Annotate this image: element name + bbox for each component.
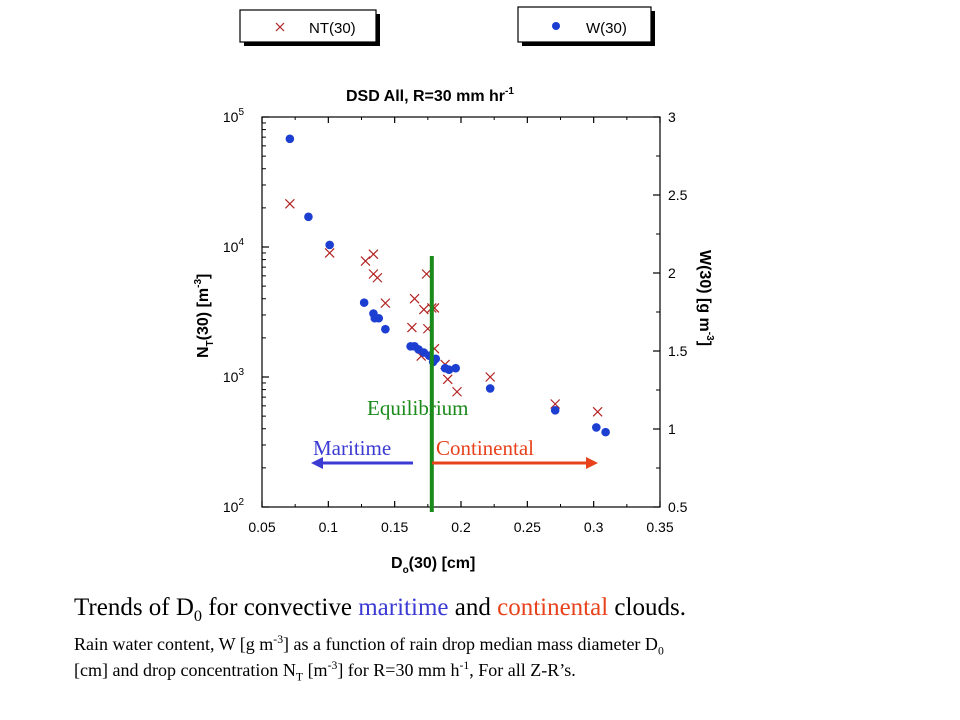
legend-nt-label: NT(30) bbox=[309, 20, 356, 37]
nt-point bbox=[452, 386, 462, 397]
legend-w: W(30) bbox=[517, 6, 655, 46]
y-left-tick-label: 102 bbox=[223, 497, 245, 515]
w-point bbox=[451, 363, 460, 373]
nt-point bbox=[368, 249, 379, 260]
y-left-tick-label: 104 bbox=[223, 237, 245, 255]
x-tick-label: 0.2 bbox=[451, 519, 471, 535]
y-axis-left: 102 103 104 105 bbox=[223, 107, 269, 515]
chart-title: DSD All, R=30 mm hr-1 bbox=[346, 86, 514, 105]
legend-w-label: W(30) bbox=[586, 20, 627, 37]
caption-title: Trends of D0 for convective maritime and… bbox=[74, 594, 686, 625]
w-point bbox=[444, 365, 454, 375]
nt-point bbox=[421, 269, 432, 279]
equilibrium-label: Equilibrium bbox=[367, 396, 469, 420]
w-point bbox=[359, 298, 369, 307]
nt-point bbox=[550, 399, 561, 409]
y-right-tick-label: 2 bbox=[668, 265, 676, 281]
nt-point bbox=[380, 298, 391, 309]
y-axis-right: 0.5 1 1.5 2 2.5 3 bbox=[653, 109, 688, 515]
y-left-tick-label: 105 bbox=[223, 107, 245, 125]
caption-line-1: Rain water content, W [g m-3] as a funct… bbox=[74, 633, 664, 658]
nt-point bbox=[418, 304, 429, 315]
x-tick-label: 0.15 bbox=[381, 519, 408, 535]
y-left-tick-label: 103 bbox=[223, 367, 245, 385]
w-point bbox=[285, 134, 295, 144]
caption-line-2: [cm] and drop concentration NT [m-3] for… bbox=[74, 659, 576, 684]
w-point bbox=[325, 240, 334, 250]
legend-w-marker bbox=[552, 22, 560, 30]
y-right-tick-label: 1 bbox=[668, 421, 676, 437]
w-point bbox=[550, 405, 560, 415]
series-nt bbox=[284, 198, 603, 417]
legend-nt: NT(30) bbox=[239, 9, 380, 46]
legend-nt-marker bbox=[275, 22, 285, 32]
x-axis-label: Do(30) [cm] bbox=[391, 555, 475, 576]
y-right-tick-label: 1.5 bbox=[668, 343, 688, 359]
x-tick-label: 0.05 bbox=[248, 519, 275, 535]
y-right-tick-label: 0.5 bbox=[668, 499, 688, 515]
maritime-arrow bbox=[311, 457, 413, 469]
y-axis-left-label: NT(30) [m-3] bbox=[193, 274, 216, 358]
maritime-label: Maritime bbox=[313, 436, 391, 460]
nt-point bbox=[592, 406, 603, 417]
series-w bbox=[285, 134, 610, 437]
w-point bbox=[601, 427, 610, 437]
x-axis: 0.05 0.1 0.15 0.2 0.25 0.3 0.35 bbox=[248, 117, 674, 535]
y-right-tick-label: 3 bbox=[668, 109, 676, 125]
continental-label: Continental bbox=[436, 436, 534, 460]
w-point bbox=[592, 423, 601, 432]
nt-point bbox=[284, 198, 295, 209]
x-tick-label: 0.35 bbox=[646, 519, 673, 535]
w-point bbox=[381, 324, 390, 334]
nt-point bbox=[409, 293, 420, 304]
nt-point bbox=[360, 256, 371, 266]
chart: NT(30) W(30) DSD All, R=30 mm hr-1 0.05 0… bbox=[193, 6, 715, 576]
w-point bbox=[374, 313, 384, 323]
nt-point bbox=[372, 272, 383, 283]
x-tick-label: 0.25 bbox=[514, 519, 541, 535]
nt-point bbox=[324, 248, 335, 258]
x-tick-label: 0.3 bbox=[584, 519, 604, 535]
w-point bbox=[304, 212, 313, 222]
w-point bbox=[485, 384, 495, 393]
y-right-tick-label: 2.5 bbox=[668, 187, 688, 203]
continental-arrow bbox=[432, 457, 598, 469]
nt-point bbox=[485, 372, 496, 382]
x-tick-label: 0.1 bbox=[319, 519, 339, 535]
nt-point bbox=[406, 322, 417, 333]
y-axis-right-label: W(30) [g m-3] bbox=[696, 250, 715, 346]
nt-point bbox=[442, 374, 453, 385]
